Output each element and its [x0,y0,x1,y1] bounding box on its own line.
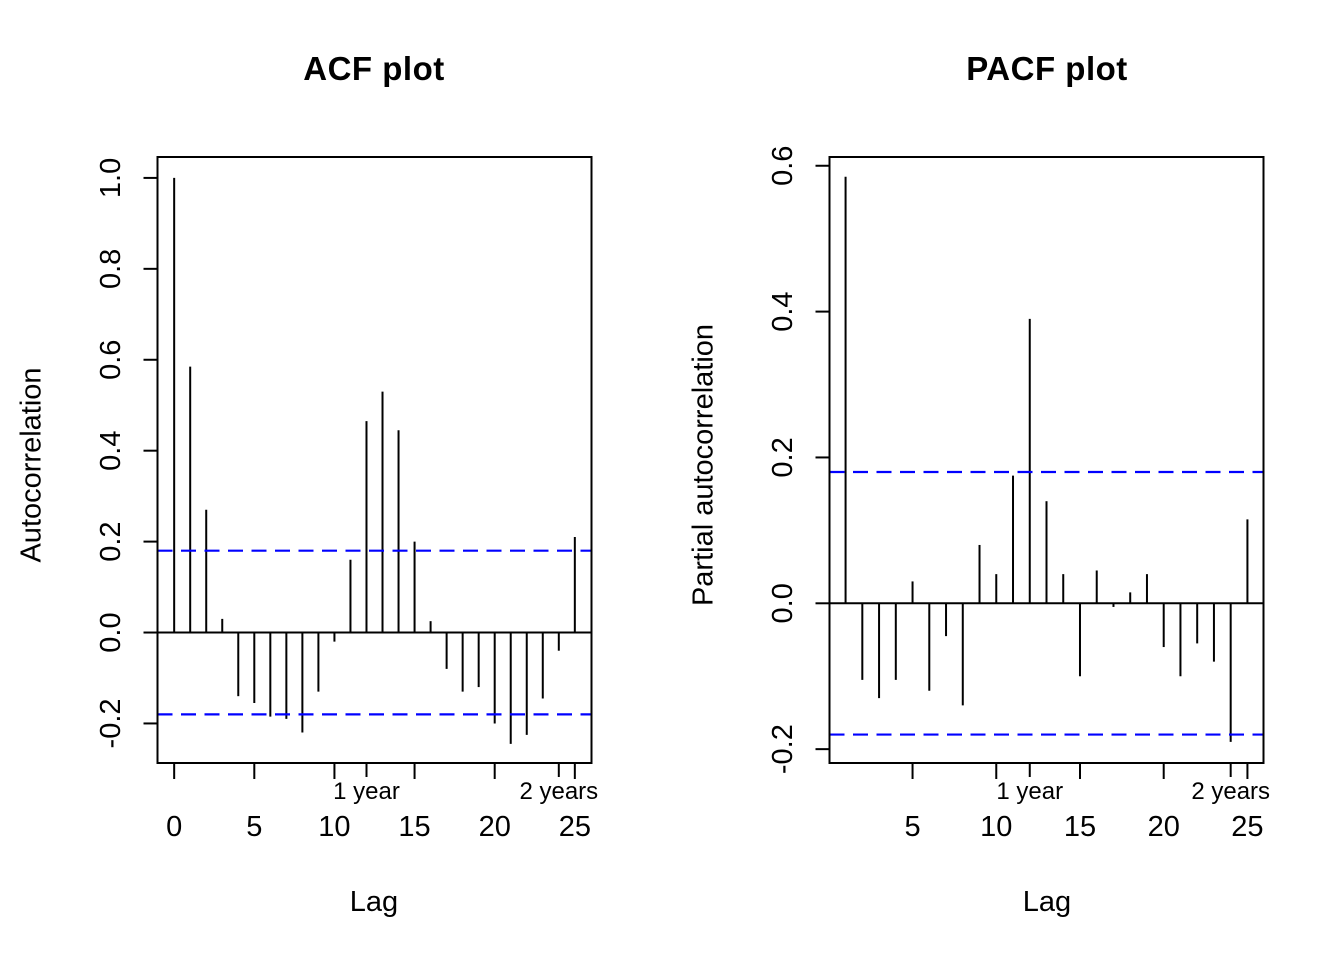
pacf-x-tick-label: 5 [904,811,920,843]
acf-y-tick-label: 0.8 [95,249,127,289]
acf-chart: -0.2 0.0 0.2 0.4 0.6 0.8 1.0 0 5 10 15 20 25 1 year 2 … [95,156,598,843]
acf-x-tick-label: 0 [166,811,182,843]
acf-plot-title: ACF plot [303,50,445,87]
pacf-y-tick-label: -0.2 [767,724,799,774]
pacf-x-tick-label: 20 [1148,811,1180,843]
pacf-season-label: 1 year [996,778,1063,805]
pacf-plot-box [828,156,1265,764]
acf-x-tick-label: 10 [318,811,350,843]
pacf-x-tick-label: 10 [980,811,1012,843]
pacf-y-tick-label: 0.2 [767,437,799,477]
acf-season-label: 2 years [519,778,598,805]
pacf-chart: -0.2 0.0 0.2 0.4 0.6 5 10 15 20 25 1 year 2 years [767,146,1270,843]
acf-x-tick-label: 5 [246,811,262,843]
pacf-x-tick-label: 25 [1231,811,1263,843]
acf-season-label: 1 year [333,778,400,805]
acf-y-tick-label: 0.4 [95,431,127,471]
acf-y-tick-label: -0.2 [95,698,127,748]
acf-x-axis-title: Lag [349,886,399,918]
pacf-y-tick-label: 0.6 [767,146,799,186]
pacf-y-tick-label: 0.4 [767,291,799,331]
acf-y-tick-label: 1.0 [95,158,127,198]
pacf-x-tick-label: 15 [1064,811,1096,843]
acf-x-tick-label: 20 [479,811,511,843]
acf-y-tick-label: 0.6 [95,340,127,380]
pacf-x-axis-title: Lag [1022,886,1072,918]
acf-y-tick-label: 0.0 [95,612,127,652]
acf-x-tick-label: 15 [398,811,430,843]
acf-x-tick-label: 25 [559,811,591,843]
pacf-plot-title: PACF plot [966,50,1128,87]
pacf-season-label: 2 years [1191,778,1270,805]
pacf-y-tick-label: 0.0 [767,583,799,623]
acf-plot-box [156,156,593,764]
acf-y-tick-label: 0.2 [95,521,127,561]
